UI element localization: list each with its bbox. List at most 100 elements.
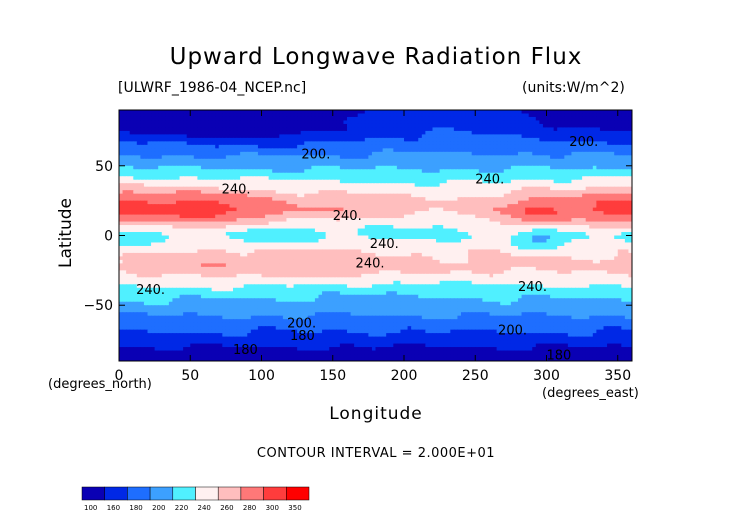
heatmap-cell: [518, 169, 523, 174]
heatmap-cell: [318, 183, 323, 188]
heatmap-cell: [190, 165, 195, 170]
heatmap-cell: [265, 193, 270, 198]
heatmap-cell: [575, 176, 580, 181]
heatmap-cell: [364, 113, 369, 118]
heatmap-cell: [496, 148, 501, 153]
heatmap-cell: [186, 214, 191, 219]
heatmap-cell: [461, 204, 466, 209]
heatmap-cell: [411, 113, 416, 118]
heatmap-cell: [325, 155, 330, 160]
heatmap-cell: [400, 190, 405, 195]
heatmap-cell: [614, 183, 619, 188]
heatmap-cell: [354, 186, 359, 191]
heatmap-cell: [393, 113, 398, 118]
units-label: (units:W/m^2): [522, 80, 625, 96]
heatmap-cell: [119, 141, 124, 146]
heatmap-cell: [368, 155, 373, 160]
heatmap-cell: [585, 197, 590, 202]
heatmap-cell: [514, 172, 519, 177]
heatmap-cell: [375, 162, 380, 167]
heatmap-cell: [158, 218, 163, 223]
heatmap-cell: [307, 148, 312, 153]
heatmap-cell: [386, 186, 391, 191]
heatmap-cell: [557, 183, 562, 188]
heatmap-cell: [193, 148, 198, 153]
heatmap-cell: [279, 144, 284, 149]
heatmap-cell: [592, 144, 597, 149]
heatmap-cell: [567, 190, 573, 195]
heatmap-cell: [300, 134, 305, 139]
heatmap-cell: [250, 176, 255, 181]
heatmap-cell: [314, 214, 320, 219]
heatmap-cell: [621, 190, 626, 195]
heatmap-cell: [151, 218, 156, 223]
heatmap-cell: [218, 130, 223, 136]
heatmap-cell: [233, 228, 238, 233]
heatmap-cell: [482, 186, 487, 191]
heatmap-cell: [354, 183, 359, 188]
heatmap-cell: [514, 207, 519, 212]
heatmap-cell: [200, 162, 206, 167]
heatmap-cell: [222, 144, 227, 149]
heatmap-cell: [525, 130, 530, 136]
heatmap-cell: [532, 165, 537, 170]
heatmap-cell: [514, 225, 519, 230]
heatmap-cell: [621, 204, 626, 209]
heatmap-cell: [261, 169, 266, 174]
heatmap-cell: [236, 186, 241, 191]
heatmap-cell: [525, 197, 530, 202]
heatmap-cell: [428, 207, 434, 212]
heatmap-cell: [332, 158, 337, 163]
heatmap-cell: [528, 225, 533, 230]
heatmap-cell: [243, 207, 248, 212]
heatmap-cell: [514, 158, 519, 163]
heatmap-cell: [628, 127, 632, 132]
heatmap-cell: [411, 137, 416, 142]
heatmap-cell: [393, 162, 398, 167]
heatmap-cell: [200, 137, 206, 142]
heatmap-cell: [161, 221, 166, 226]
heatmap-cell: [211, 183, 216, 188]
heatmap-cell: [247, 148, 252, 153]
heatmap-cell: [428, 214, 434, 219]
heatmap-cell: [507, 211, 512, 216]
heatmap-cell: [557, 197, 562, 202]
heatmap-cell: [254, 116, 259, 122]
heatmap-cell: [186, 204, 191, 209]
heatmap-cell: [436, 144, 441, 149]
heatmap-cell: [204, 165, 209, 170]
heatmap-cell: [557, 207, 562, 212]
heatmap-cell: [475, 110, 480, 115]
heatmap-cell: [436, 110, 441, 115]
heatmap-cell: [322, 221, 327, 226]
heatmap-cell: [361, 120, 366, 125]
heatmap-cell: [575, 144, 580, 149]
heatmap-cell: [500, 148, 505, 153]
heatmap-cell: [567, 155, 573, 160]
heatmap-cell: [432, 116, 437, 122]
heatmap-cell: [450, 179, 455, 184]
heatmap-cell: [222, 197, 227, 202]
heatmap-cell: [265, 190, 270, 195]
heatmap-cell: [350, 110, 355, 115]
heatmap-cell: [553, 214, 558, 219]
heatmap-cell: [628, 193, 632, 198]
heatmap-cell: [197, 165, 202, 170]
heatmap-cell: [193, 200, 198, 205]
heatmap-cell: [592, 200, 597, 205]
heatmap-cell: [282, 165, 288, 170]
heatmap-cell: [247, 218, 252, 223]
heatmap-cell: [546, 130, 551, 136]
heatmap-cell: [443, 165, 448, 170]
heatmap-cell: [129, 165, 134, 170]
heatmap-cell: [528, 186, 533, 191]
heatmap-cell: [421, 151, 426, 156]
heatmap-cell: [122, 179, 127, 184]
heatmap-cell: [493, 113, 498, 118]
heatmap-cell: [122, 186, 127, 191]
heatmap-cell: [521, 110, 526, 115]
heatmap-cell: [318, 151, 323, 156]
heatmap-cell: [265, 200, 270, 205]
heatmap-cell: [236, 176, 241, 181]
heatmap-cell: [421, 193, 426, 198]
